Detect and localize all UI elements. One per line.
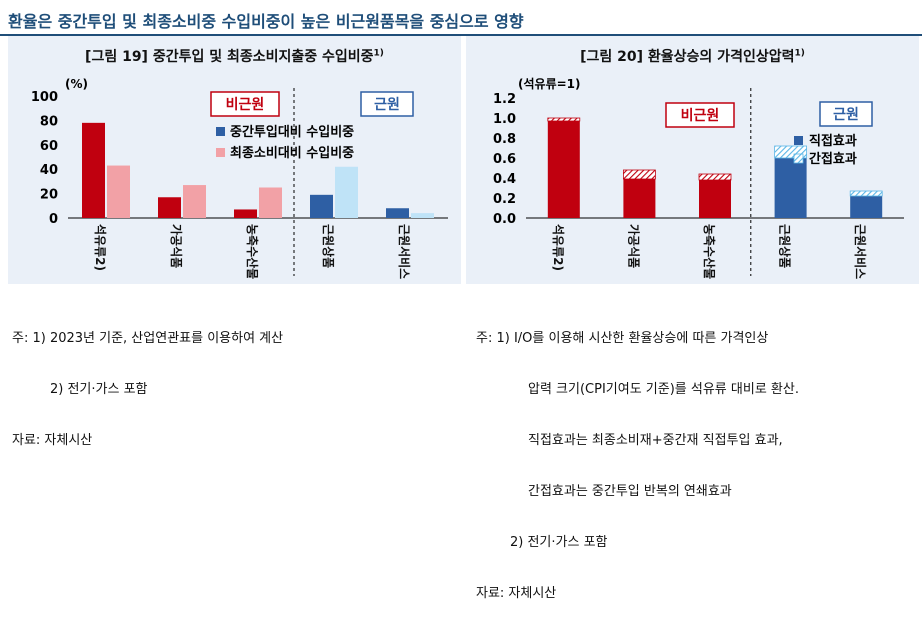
y-tick-label: 1.2 — [493, 92, 516, 107]
y-unit-label: (%) — [65, 77, 88, 91]
bar-import-intermediate — [158, 197, 181, 218]
y-tick-label: 40 — [40, 163, 58, 178]
note-right-3: 직접효과는 최종소비재+중간재 직접투입 효과, — [528, 433, 783, 448]
bar-import-intermediate — [310, 194, 333, 218]
group-label-core: 근원 — [833, 107, 859, 123]
bar-direct-effect — [774, 158, 807, 218]
legend-label-direct: 직접효과 — [809, 133, 857, 149]
y-tick-label: 0.2 — [493, 192, 516, 207]
x-tick-label: 근원서비스 — [853, 224, 868, 279]
y-tick-label: 0.0 — [493, 212, 516, 227]
y-unit-label: (석유류=1) — [518, 77, 581, 91]
note-left-2: 2) 전기·가스 포함 — [50, 382, 148, 397]
group-label-noncore-box — [665, 102, 735, 128]
x-tick-label: 근원서비스 — [397, 224, 412, 279]
chart-title-left: [그림 19] 중간투입 및 최종소비지출중 수입비중1) — [85, 48, 384, 65]
legend-swatch-direct — [794, 136, 803, 145]
bar-direct-effect — [623, 179, 656, 218]
x-tick-label: 근원상품 — [778, 224, 793, 268]
y-tick-label: 1.0 — [493, 112, 516, 127]
note-right-4: 간접효과는 중간투입 반복의 연쇄효과 — [528, 484, 732, 499]
bar-indirect-effect — [547, 117, 581, 122]
y-tick-label: 0.6 — [493, 152, 516, 167]
bar-indirect-effect — [698, 173, 732, 181]
x-tick-label: 농축수산물 — [702, 224, 717, 279]
note-right-1: 주: 1) I/O를 이용해 시산한 환율상승에 따른 가격인상 — [476, 331, 769, 346]
bar-import-intermediate — [234, 209, 257, 218]
group-label-core-box — [360, 91, 414, 117]
page-header: 환율은 중간투입 및 최종소비중 수입비중이 높은 비근원품목을 중심으로 영향 — [0, 0, 922, 36]
note-right-2: 압력 크기(CPI기여도 기준)를 석유류 대비로 환산. — [528, 382, 799, 397]
notes-left: 주: 1) 2023년 기준, 산업연관표를 이용하여 계산 2) 전기·가스 … — [12, 296, 283, 466]
bar-import-intermediate — [386, 208, 409, 218]
chart-panel-left: [그림 19] 중간투입 및 최종소비지출중 수입비중1) (%) 0 20 40 60… — [8, 36, 461, 284]
group-label-core-box — [819, 101, 873, 127]
bar-direct-effect — [547, 121, 580, 218]
x-tick-label: 석유류2) — [551, 224, 565, 271]
x-tick-label: 근원상품 — [321, 224, 336, 268]
bar-import-intermediate — [82, 122, 105, 218]
note-right-5: 2) 전기·가스 포함 — [510, 535, 608, 550]
page-title: 환율은 중간투입 및 최종소비중 수입비중이 높은 비근원품목을 중심으로 영향 — [8, 12, 524, 31]
bar-import-final — [411, 213, 434, 218]
bar-indirect-effect — [622, 169, 656, 180]
y-tick-label: 20 — [40, 188, 58, 203]
note-left-1: 주: 1) 2023년 기준, 산업연관표를 이용하여 계산 — [12, 331, 284, 346]
bar-import-final — [183, 185, 206, 218]
x-tick-label: 가공식품 — [626, 224, 641, 268]
group-label-noncore: 비근원 — [681, 108, 720, 124]
legend-swatch-indirect — [793, 153, 804, 164]
bar-import-final — [259, 187, 282, 218]
legend-label-intermediate: 중간투입대비 수입비중 — [230, 124, 354, 140]
bar-direct-effect — [850, 196, 883, 218]
legend-swatch-final — [216, 148, 225, 157]
chart-right-svg: (석유류=1) 0.0 0.2 0.4 0.6 0.8 1.0 1.2 석유류2) 가공식품 농축수… — [493, 77, 904, 279]
chart-panel-right: [그림 20] 환율상승의 가격인상압력1) (석유류=1) 0.0 0.2 0.4 0… — [466, 36, 919, 284]
y-tick-label: 0.4 — [493, 172, 516, 187]
bar-import-final — [107, 165, 130, 218]
y-tick-label: 0.8 — [493, 132, 516, 147]
note-left-source: 자료: 자체시산 — [12, 433, 93, 448]
header-rule — [0, 34, 922, 36]
note-right-source: 자료: 자체시산 — [476, 586, 557, 601]
y-tick-label: 80 — [40, 114, 58, 129]
group-label-noncore-box — [210, 91, 280, 117]
chart-left-svg: (%) 0 20 40 60 80 100 석유류2) 가공식품 농축수산물 근원상품 근원서비스 비근… — [31, 77, 448, 279]
bar-import-final — [335, 166, 358, 218]
bar-direct-effect — [699, 180, 731, 218]
legend-label-final: 최종소비대비 수입비중 — [230, 146, 354, 161]
x-tick-label: 농축수산물 — [245, 224, 260, 279]
legend-label-indirect: 간접효과 — [809, 151, 857, 167]
x-tick-label: 가공식품 — [169, 224, 184, 268]
y-tick-label: 100 — [31, 90, 58, 105]
chart-title-right: [그림 20] 환율상승의 가격인상압력1) — [580, 48, 805, 65]
bar-indirect-effect — [849, 190, 883, 197]
x-tick-label: 석유류2) — [93, 224, 107, 271]
notes-right: 주: 1) I/O를 이용해 시산한 환율상승에 따른 가격인상 압력 크기(C… — [476, 296, 799, 619]
group-label-core: 근원 — [374, 97, 400, 113]
group-label-noncore: 비근원 — [226, 97, 265, 113]
y-tick-label: 60 — [40, 139, 58, 154]
legend-swatch-intermediate — [216, 127, 225, 136]
y-tick-label: 0 — [49, 212, 58, 227]
